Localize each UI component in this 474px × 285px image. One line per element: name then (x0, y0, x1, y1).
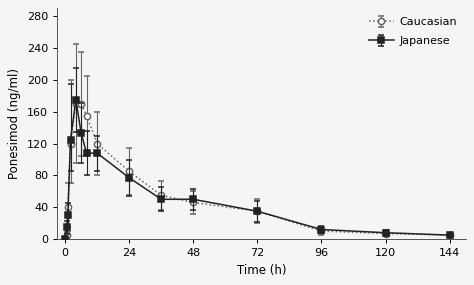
Y-axis label: Ponesimod (ng/ml): Ponesimod (ng/ml) (9, 68, 21, 179)
Legend: Caucasian, Japanese: Caucasian, Japanese (366, 14, 460, 49)
X-axis label: Time (h): Time (h) (237, 264, 286, 277)
